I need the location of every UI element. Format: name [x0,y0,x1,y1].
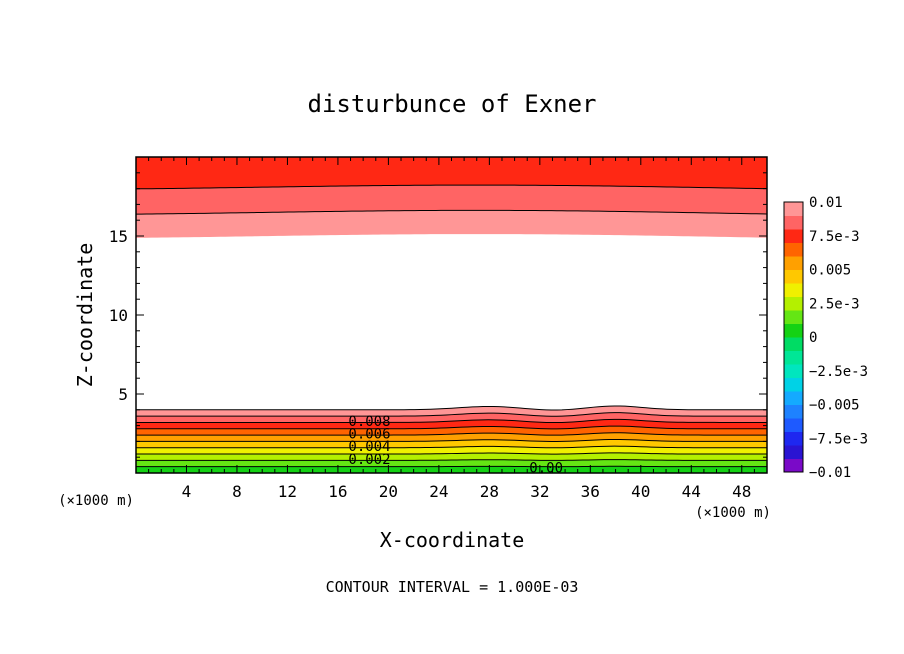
x-tick-label: 48 [732,482,751,501]
x-tick-label: 32 [530,482,549,501]
y-axis-title: Z-coordinate [73,243,97,388]
contour-line [135,209,768,215]
contour-label: 0.00 [529,460,563,476]
contour-line [136,452,767,455]
contour-line [136,438,767,442]
x-tick-label: 24 [429,482,448,501]
y-tick-label: 5 [118,385,128,404]
colorbar-swatch [784,283,803,297]
contour-line [136,412,767,417]
x-tick-label: 36 [581,482,600,501]
contour-line [136,418,767,424]
y-tick-label: 15 [109,227,128,246]
contour-interval-note: CONTOUR INTERVAL = 1.000E-03 [326,578,579,596]
y-tick-label: 10 [109,306,128,325]
x-axis-ticks: 4 8 12 16 20 24 28 32 36 40 44 48 [135,157,768,501]
colorbar-tick-label: 2.5e-3 [809,296,860,312]
colorbar-swatch [784,229,803,243]
colorbar-swatch [784,202,803,216]
colorbar-swatch [784,242,803,257]
x-tick-label: 28 [480,482,499,501]
x-unit-label: (×1000 m) [695,505,771,521]
x-tick-label: 20 [379,482,398,501]
contour-line [136,425,767,430]
colorbar-tick-label: −2.5e-3 [809,364,868,380]
colorbar-swatch [784,404,803,419]
contour-line [135,184,768,190]
colorbar-swatch [784,445,803,459]
colorbar-tick-label: −7.5e-3 [809,431,868,447]
colorbar-tick-label: 7.5e-3 [809,229,860,245]
colorbar-swatch [784,215,803,230]
contour-line [136,405,767,411]
contour-line [136,459,767,461]
x-tick-label: 4 [182,482,192,501]
x-tick-label: 40 [631,482,650,501]
colorbar-swatch [784,377,803,392]
colorbar-swatch [784,296,803,311]
x-tick-label: 44 [682,482,701,501]
colorbar-swatch [784,418,803,432]
colorbar-tick-label: 0.005 [809,263,851,279]
colorbar-swatch [784,458,803,473]
colorbar-swatch [784,337,803,351]
y-axis-ticks: 5 10 15 [109,156,767,474]
x-tick-label: 12 [278,482,297,501]
colorbar [783,201,804,473]
colorbar-tick-label: 0.01 [809,195,843,211]
x-origin-unit-label: (×1000 m) [58,493,134,509]
colorbar-swatch [784,269,803,284]
colorbar-frame [783,201,804,473]
x-tick-label: 8 [232,482,242,501]
colorbar-tick-label: 0 [809,330,817,346]
colorbar-swatch [784,256,803,270]
x-axis-title: X-coordinate [380,528,525,552]
colorbar-tick-labels: 0.01 7.5e-3 0.005 2.5e-3 0 −2.5e-3 −0.005 −7.5e… [809,195,868,481]
contour-label: 0.006 [348,427,390,443]
colorbar-swatch [784,391,803,405]
colorbar-swatch [784,350,803,365]
colorbar-swatch [784,323,803,338]
colorbar-swatch [784,364,803,378]
x-tick-label: 16 [328,482,347,501]
contour-label: 0.004 [348,439,390,455]
colorbar-swatch [784,431,803,446]
contour-band [136,157,767,189]
colorbar-swatch [784,310,803,324]
contour-label: 0.008 [348,414,390,430]
contour-label: 0.002 [348,452,390,468]
plot-area [135,157,768,473]
colorbar-tick-label: −0.005 [809,398,860,414]
contour-line [136,432,767,436]
colorbar-tick-label: −0.01 [809,465,851,481]
chart-title: disturbunce of Exner [308,90,597,118]
contour-line [136,445,767,449]
